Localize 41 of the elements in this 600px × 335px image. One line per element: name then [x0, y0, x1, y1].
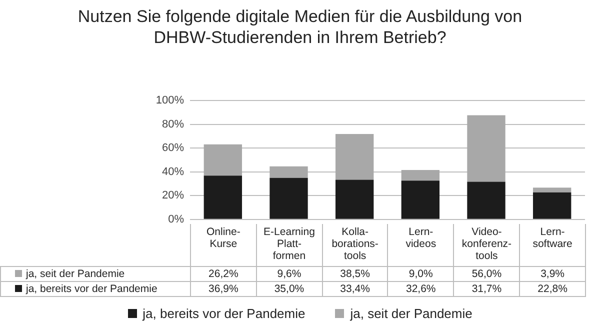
x-tick-label: Lern-software: [520, 224, 586, 266]
x-tick-label: E-Learning Platt-formen: [256, 224, 322, 266]
y-tick-label: 0%: [168, 213, 184, 226]
data-label: 33,4%: [322, 282, 388, 296]
data-label: 9,0%: [388, 266, 454, 282]
bar: [335, 180, 374, 219]
bar: [467, 182, 506, 219]
bar: [532, 192, 572, 219]
data-label: 36,9%: [190, 282, 256, 296]
y-tick-label: 100%: [156, 94, 184, 107]
y-tick-label: 60%: [162, 142, 184, 154]
x-tick-label: Online-Kurse: [190, 224, 256, 266]
data-label: 35,0%: [256, 282, 322, 296]
data-label: 56,0%: [454, 266, 520, 282]
bar: [401, 180, 440, 219]
y-tick-label: 80%: [162, 118, 184, 130]
y-tick-label: 40%: [162, 166, 184, 178]
bar: [270, 166, 308, 178]
chart-title: Nutzen Sie folgende digitale Medien für die Ausbildung von DHBW-Studierenden in Ihrem Betrieb?: [76, 6, 524, 48]
text: ja, seit der Pandemie: [350, 306, 472, 321]
text: ja, bereits vor der Pandemie: [142, 306, 306, 321]
data-label: 26,2%: [190, 266, 256, 282]
data-label: 22,8%: [520, 282, 586, 296]
bar: [467, 115, 506, 182]
data-label: 31,7%: [454, 282, 520, 296]
bar: [335, 134, 374, 180]
bar: [401, 170, 440, 181]
data-label: 32,6%: [388, 282, 454, 296]
legend-label: ja, seit der Pandemie: [26, 268, 125, 280]
x-tick-label: Kolla-borations-tools: [322, 224, 388, 266]
x-tick-label: Lern-videos: [388, 224, 454, 266]
data-label: 3,9%: [520, 266, 586, 282]
x-tick-label: Video-konferenz-tools: [454, 224, 520, 266]
bar: [270, 178, 308, 219]
data-label: 38,5%: [322, 266, 388, 282]
legend-label: ja, bereits vor der Pandemie: [26, 283, 158, 295]
bar: [204, 144, 242, 176]
bar: [204, 176, 242, 219]
data-label: 9,6%: [256, 266, 322, 282]
y-tick-label: 20%: [162, 190, 184, 202]
bar: [532, 188, 572, 192]
